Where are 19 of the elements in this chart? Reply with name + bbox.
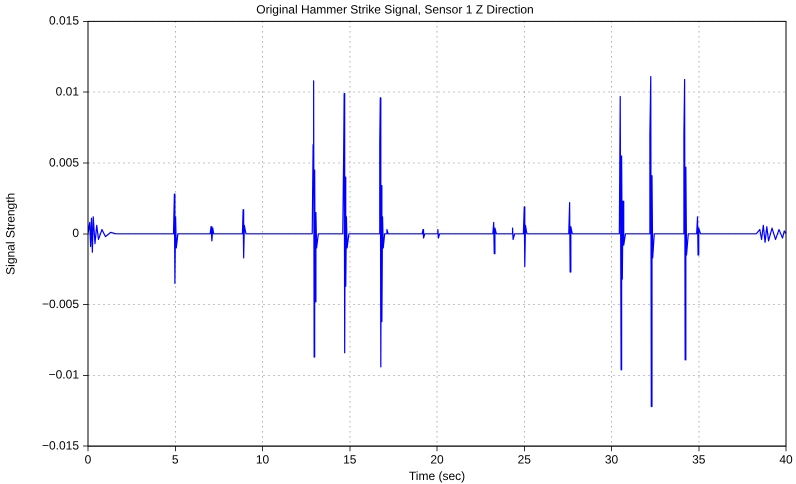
x-axis-title: Time (sec): [408, 469, 466, 484]
y-tick-label: 0.01: [56, 84, 80, 99]
x-tick-label: 10: [256, 452, 270, 467]
y-tick-label: 0.015: [48, 14, 80, 28]
x-tick-label: 0: [84, 452, 92, 467]
y-tick-label: 0.005: [48, 155, 80, 170]
x-tick-label: 40: [779, 452, 793, 467]
y-tick-label: −0.01: [48, 368, 80, 382]
y-tick-label: −0.005: [42, 296, 80, 311]
chart-title: Original Hammer Strike Signal, Sensor 1 Z Direction: [256, 2, 534, 17]
x-tick-label: 35: [692, 452, 706, 467]
x-tick-label: 25: [518, 452, 532, 467]
y-tick-label: 0: [72, 226, 80, 240]
y-tick-label: −0.015: [42, 438, 80, 453]
x-tick-label: 5: [172, 452, 179, 467]
x-tick-label: 20: [430, 452, 444, 467]
y-axis-title: Signal Strength: [4, 192, 18, 275]
x-tick-label: 15: [343, 452, 357, 467]
x-tick-label: 30: [604, 452, 618, 467]
